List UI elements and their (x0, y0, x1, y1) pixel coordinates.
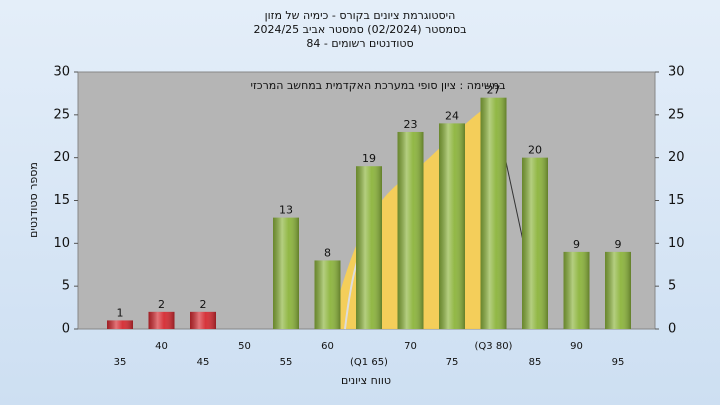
y-tick-label: 10 (53, 236, 70, 251)
x-tick-label: (Q1 65) (350, 357, 388, 368)
title-line: בסמסטר (02/2024) סמסטר אביב 2024/25 (253, 23, 466, 36)
bar-shine (605, 251, 631, 329)
value-label: 2 (200, 298, 207, 311)
bar-shine (107, 320, 133, 329)
x-tick-label: (Q3 80) (475, 341, 513, 352)
y-axis-label: מספר סטודנטים (27, 162, 40, 238)
bar-shine (397, 131, 424, 329)
y-tick-label: 0 (62, 322, 70, 337)
y2-tick-label: 20 (668, 150, 685, 165)
title-line: סטודנטים רשומים - 84 (306, 37, 413, 50)
bar-shine (356, 166, 382, 329)
title-line: היסטוגרמת ציונים בקורס - כימיה של מזון (265, 9, 456, 22)
x-tick-label: 35 (114, 357, 127, 368)
y-tick-label: 5 (62, 279, 70, 294)
y2-tick-label: 5 (668, 279, 676, 294)
value-label: 20 (528, 144, 542, 157)
value-label: 27 (487, 84, 501, 97)
bar-shine (439, 123, 465, 330)
value-label: 24 (445, 109, 459, 122)
y2-tick-label: 10 (668, 236, 685, 251)
value-label: 13 (279, 204, 293, 217)
y2-tick-label: 15 (668, 193, 685, 208)
bar-shine (314, 260, 341, 329)
x-tick-label: 75 (446, 357, 459, 368)
x-tick-label: 60 (321, 341, 334, 352)
value-label: 9 (615, 238, 622, 251)
curve-line (502, 147, 526, 251)
y2-tick-label: 0 (668, 322, 676, 337)
x-tick-label: 40 (155, 341, 168, 352)
x-tick-label: 95 (612, 357, 625, 368)
bar-shine (480, 97, 507, 329)
bar-shine (522, 157, 548, 329)
value-label: 9 (573, 238, 580, 251)
bar-shine (273, 217, 299, 329)
subtitle: במשימה : ציון סופי במערכת האקדמית במחשב … (251, 79, 506, 92)
y-tick-label: 20 (53, 150, 70, 165)
bar-shine (148, 311, 175, 329)
x-tick-label: 90 (570, 341, 583, 352)
value-label: 19 (362, 152, 376, 165)
x-axis-label: טווח ציונים (341, 374, 391, 387)
bar-shine (563, 251, 590, 329)
y-tick-label: 25 (53, 107, 70, 122)
value-label: 8 (324, 246, 331, 259)
value-label: 2 (158, 298, 165, 311)
x-tick-label: 55 (280, 357, 293, 368)
bar-shine (190, 311, 216, 329)
x-tick-label: 85 (529, 357, 542, 368)
value-label: 23 (404, 118, 418, 131)
y2-tick-label: 25 (668, 107, 685, 122)
y2-tick-label: 30 (668, 65, 685, 80)
value-label: 1 (117, 306, 124, 319)
x-tick-label: 50 (238, 341, 251, 352)
y-tick-label: 30 (53, 65, 70, 80)
x-tick-label: 45 (197, 357, 210, 368)
y-tick-label: 15 (53, 193, 70, 208)
x-tick-label: 70 (404, 341, 417, 352)
